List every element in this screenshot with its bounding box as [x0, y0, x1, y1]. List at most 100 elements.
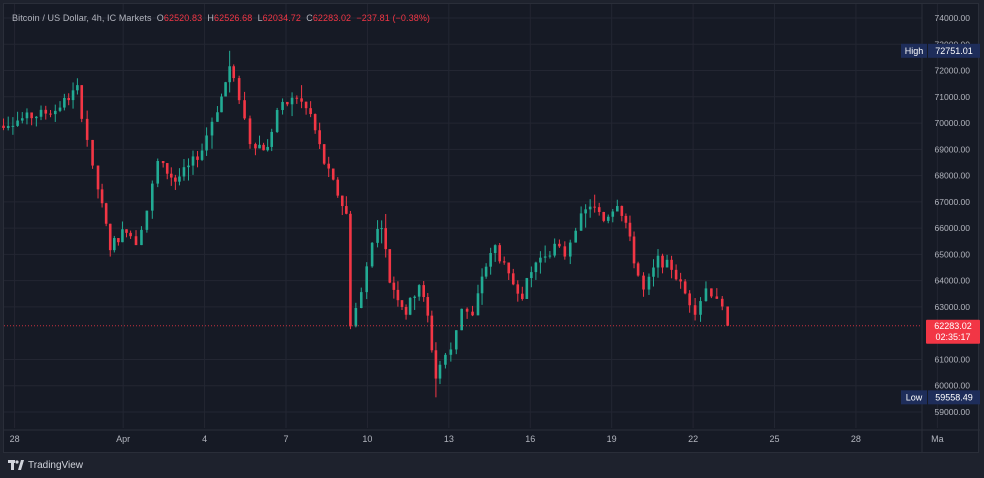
candle-down: [134, 230, 138, 246]
candle-body: [417, 285, 421, 297]
candle-body: [237, 78, 241, 101]
candle-up: [543, 245, 547, 263]
candle-down: [661, 253, 664, 274]
candle-up: [151, 180, 154, 219]
candle-body: [384, 228, 388, 250]
candle-body: [49, 113, 52, 115]
change-value: −237.81 (−0.38%): [356, 13, 431, 23]
candle-down: [670, 255, 673, 279]
candle-down: [161, 161, 165, 168]
low-badge-value: 59558.49: [935, 393, 973, 403]
candle-up: [354, 302, 358, 328]
candle-body: [693, 305, 697, 315]
candle-body: [615, 206, 619, 212]
candle-up: [438, 360, 442, 385]
candle-down: [471, 305, 474, 317]
candle-body: [683, 281, 687, 294]
candle-body: [392, 282, 396, 290]
candle-down: [129, 230, 132, 239]
candle-body: [584, 209, 587, 214]
candle-body: [254, 144, 257, 149]
candle-down: [597, 202, 601, 216]
candle-body: [16, 120, 19, 126]
candle-body: [53, 110, 57, 115]
candle-down: [300, 85, 303, 109]
candle-up: [444, 352, 447, 369]
candle-down: [636, 261, 640, 277]
y-tick-label: 63000.00: [935, 302, 971, 312]
candle-up: [460, 308, 463, 331]
candle-body: [574, 230, 577, 243]
candle-up: [35, 116, 38, 127]
candle-down: [726, 306, 729, 326]
candle-body: [647, 276, 651, 290]
candle-down: [400, 300, 404, 310]
candle-up: [484, 263, 488, 279]
candle-body: [113, 238, 116, 251]
candle-body: [699, 301, 702, 315]
candle-body: [400, 300, 404, 307]
candle-up: [113, 235, 116, 253]
candle-down: [434, 342, 438, 398]
candle-down: [502, 256, 506, 265]
candle-body: [174, 177, 177, 182]
candle-body: [632, 236, 636, 264]
candle-body: [108, 223, 112, 251]
candle-body: [434, 350, 438, 379]
high-badge-value: 72751.01: [935, 46, 973, 56]
candle-body: [688, 293, 691, 306]
y-tick-label: 67000.00: [935, 197, 971, 207]
candle-up: [16, 111, 19, 127]
candle-body: [388, 249, 392, 283]
candle-down: [248, 115, 252, 149]
low-badge-label: Low: [906, 393, 923, 403]
candle-body: [588, 206, 592, 210]
candle-body: [396, 289, 400, 301]
candle-body: [674, 269, 678, 280]
candle-body: [602, 211, 606, 221]
candle-down: [174, 174, 177, 190]
y-tick-label: 70000.00: [935, 118, 971, 128]
candle-body: [568, 242, 572, 257]
y-tick-label: 61000.00: [935, 354, 971, 364]
candle-body: [553, 243, 556, 256]
candle-body: [258, 144, 261, 149]
candle-body: [563, 246, 567, 257]
candle-up: [417, 284, 421, 301]
candle-down: [511, 268, 515, 286]
candle-down: [674, 264, 678, 281]
candle-up: [365, 262, 369, 300]
candle-down: [304, 101, 308, 115]
candle-down: [237, 75, 241, 105]
candle-body: [438, 364, 442, 379]
candle-body: [404, 306, 408, 315]
candle-body: [44, 109, 48, 114]
low-badge: 59558.49 Low: [901, 390, 980, 405]
candle-body: [502, 261, 506, 263]
candle-body: [354, 308, 358, 327]
tradingview-logo[interactable]: TradingView: [8, 456, 83, 474]
candle-body: [430, 315, 434, 351]
candle-down: [125, 229, 128, 238]
candle-up: [652, 259, 655, 287]
candle-body: [507, 262, 511, 274]
y-tick-label: 59000.00: [935, 407, 971, 417]
candle-body: [35, 116, 38, 119]
candle-body: [543, 256, 547, 258]
candle-up: [534, 261, 538, 280]
candle-body: [628, 222, 632, 237]
candle-up: [699, 297, 702, 322]
candle-body: [642, 275, 645, 290]
candle-body: [96, 165, 100, 190]
y-tick-label: 65000.00: [935, 249, 971, 259]
candle-down: [67, 93, 71, 106]
candle-down: [2, 118, 5, 131]
candle-up: [454, 330, 458, 355]
candle-body: [286, 101, 289, 105]
x-tick-label: 7: [283, 434, 288, 444]
candle-body: [345, 206, 348, 214]
candle-body: [489, 253, 492, 267]
candle-body: [498, 245, 501, 262]
candle-up: [615, 199, 619, 212]
